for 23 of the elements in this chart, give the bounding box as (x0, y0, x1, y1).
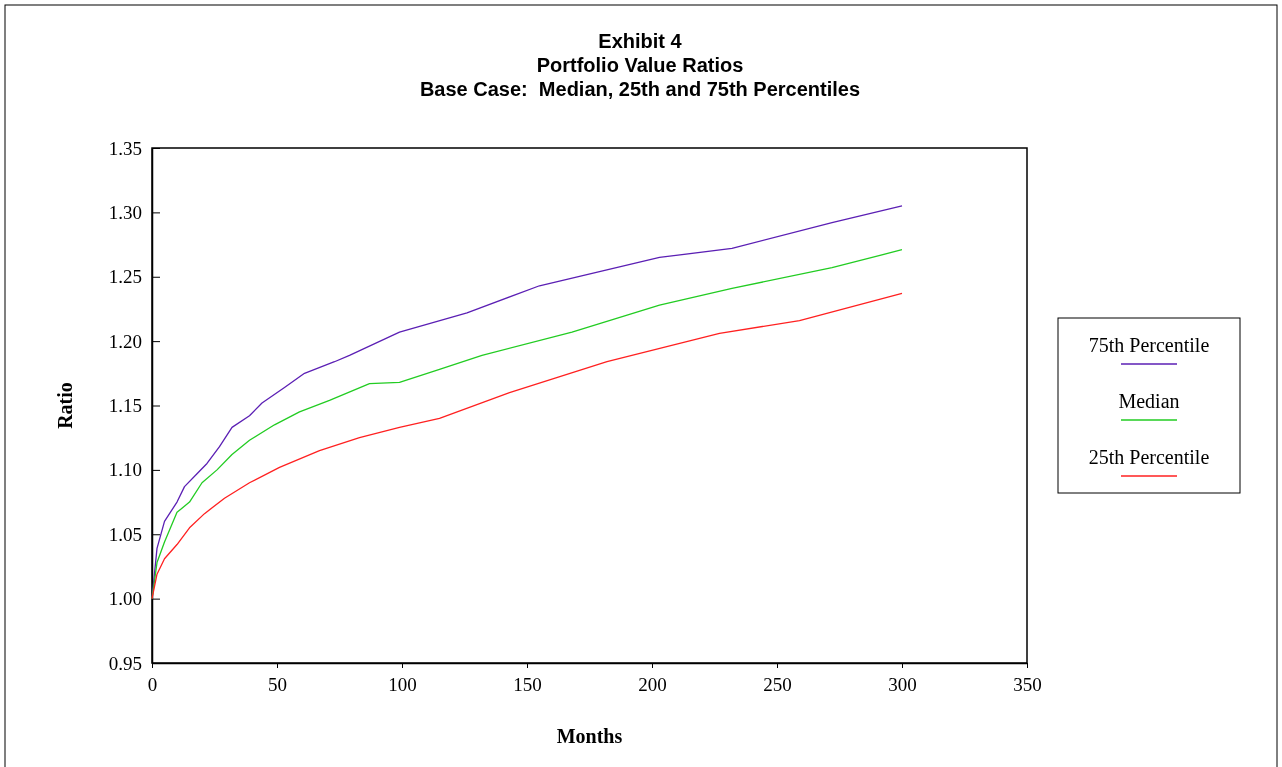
x-tick-label: 150 (513, 674, 542, 696)
text: 75th Percentile (1088, 334, 1210, 356)
y-tick-label: 1.00 (108, 588, 142, 610)
y-tick-label: 0.95 (108, 652, 142, 674)
y-tick-label: 1.05 (108, 523, 142, 545)
x-tick-label: 0 (147, 674, 158, 696)
y-tick-label: 1.10 (108, 459, 142, 481)
x-tick-label: 250 (763, 674, 792, 696)
x-tick-label: 100 (388, 674, 417, 696)
y-axis-title: Ratio (54, 382, 76, 429)
y-tick-label: 1.35 (108, 137, 142, 159)
x-axis-title: Months (556, 725, 623, 747)
text: 25th Percentile (1088, 446, 1210, 468)
y-tick-label: 1.25 (108, 266, 142, 288)
x-tick-label: 300 (888, 674, 917, 696)
y-tick-label: 1.20 (108, 330, 142, 352)
x-tick-label: 350 (1013, 674, 1042, 696)
text: Median (1118, 390, 1180, 412)
y-tick-label: 1.30 (108, 201, 142, 223)
x-tick-label: 50 (268, 674, 287, 696)
chart-title: Exhibit 4 Portfolio Value Ratios Base Case: Median, 25th and 75th Percentiles (419, 30, 861, 100)
x-tick-label: 200 (638, 674, 667, 696)
y-tick-label: 1.15 (108, 395, 142, 417)
